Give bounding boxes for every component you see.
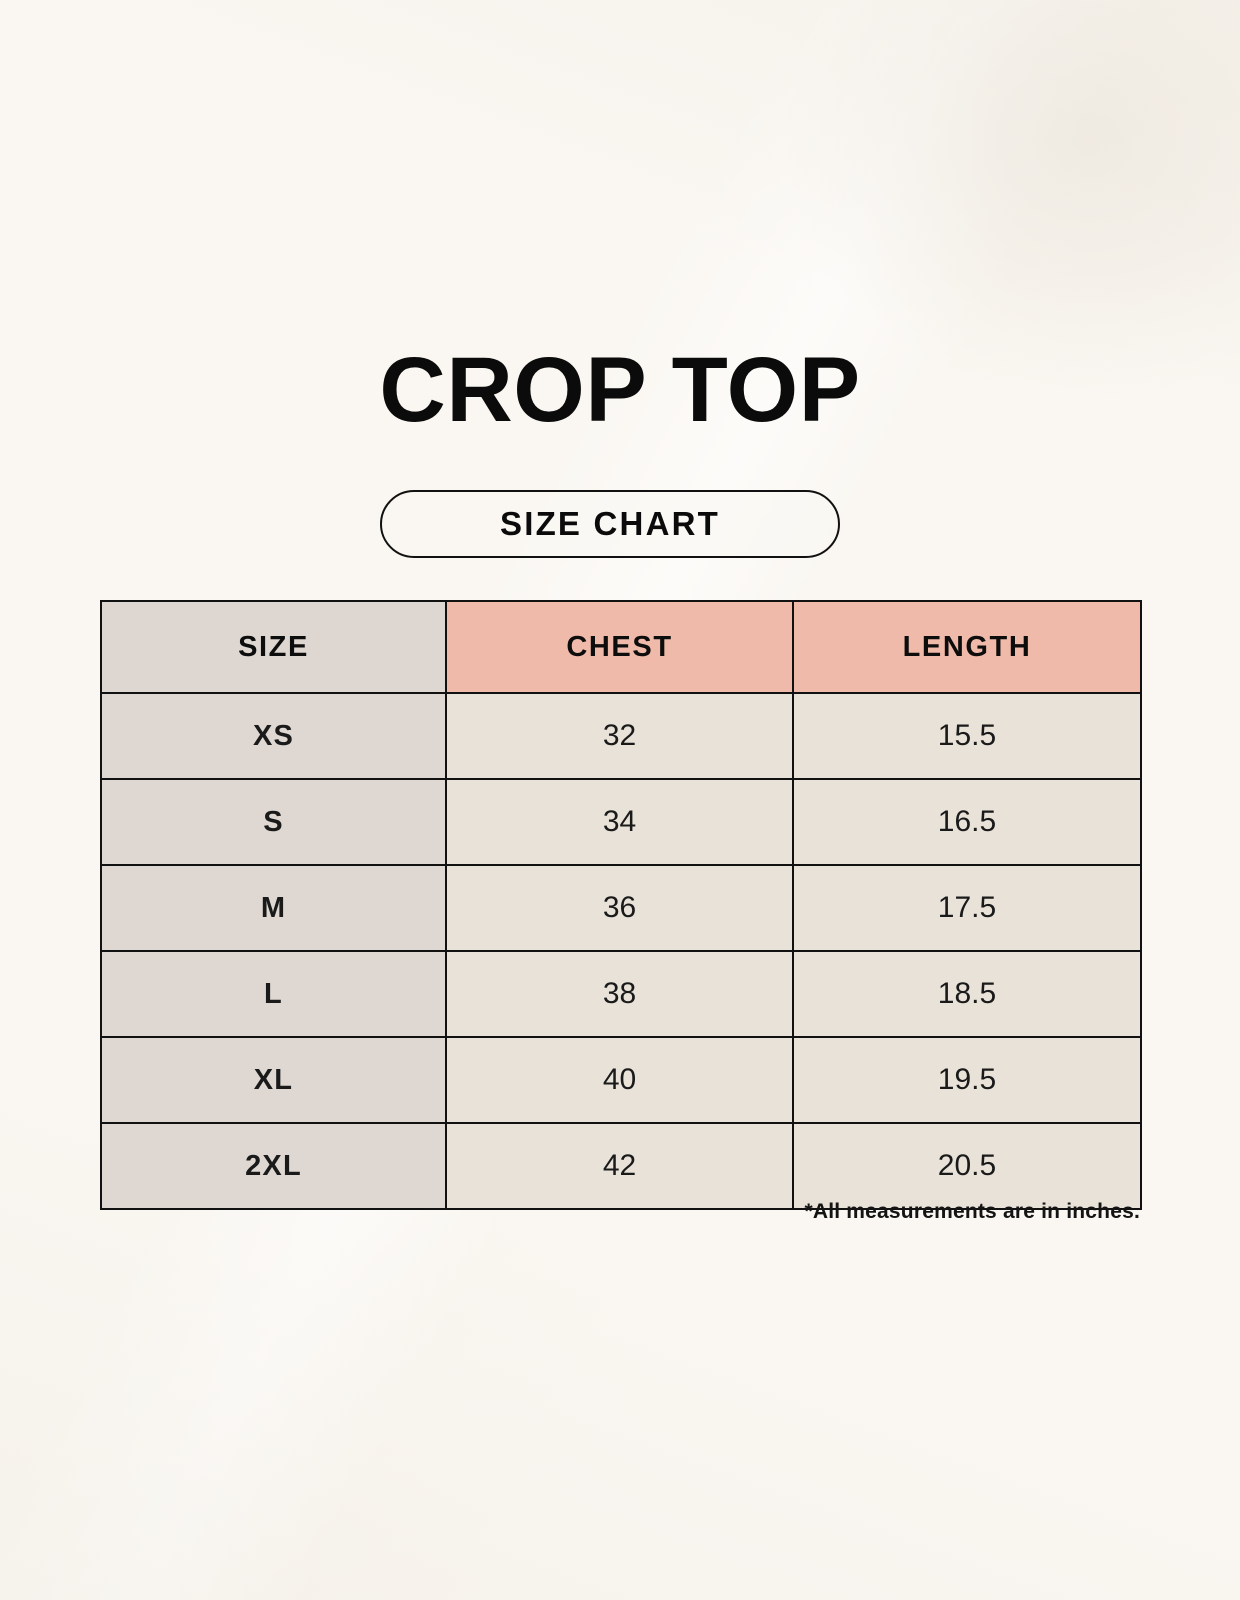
cell-length: 20.5 — [792, 1122, 1142, 1210]
size-chart-table-container: SIZE CHEST LENGTH XS 32 15.5 S 34 16.5 M — [100, 600, 1142, 1210]
table-header-row: SIZE CHEST LENGTH — [100, 600, 1142, 694]
table-header: SIZE CHEST LENGTH — [100, 600, 1142, 694]
cell-size: S — [100, 778, 447, 866]
size-chart-badge-label: SIZE CHART — [500, 505, 720, 542]
cell-length: 19.5 — [792, 1036, 1142, 1124]
cell-length: 16.5 — [792, 778, 1142, 866]
cell-chest: 42 — [445, 1122, 794, 1210]
cell-size: M — [100, 864, 447, 952]
table-row: M 36 17.5 — [100, 864, 1142, 952]
table-row: S 34 16.5 — [100, 778, 1142, 866]
cell-chest: 38 — [445, 950, 794, 1038]
column-header-length: LENGTH — [792, 600, 1142, 694]
cell-size: 2XL — [100, 1122, 447, 1210]
cell-size: XS — [100, 692, 447, 780]
column-header-size: SIZE — [100, 600, 447, 694]
cell-chest: 40 — [445, 1036, 794, 1124]
cell-chest: 32 — [445, 692, 794, 780]
cell-chest: 36 — [445, 864, 794, 952]
cell-length: 18.5 — [792, 950, 1142, 1038]
table-body: XS 32 15.5 S 34 16.5 M 36 17.5 L 38 — [100, 692, 1142, 1210]
table-row: L 38 18.5 — [100, 950, 1142, 1038]
size-chart-table: SIZE CHEST LENGTH XS 32 15.5 S 34 16.5 M — [100, 600, 1142, 1210]
table-row: XL 40 19.5 — [100, 1036, 1142, 1124]
cell-size: L — [100, 950, 447, 1038]
cell-chest: 34 — [445, 778, 794, 866]
cell-length: 17.5 — [792, 864, 1142, 952]
table-row: 2XL 42 20.5 — [100, 1122, 1142, 1210]
size-chart-badge: SIZE CHART — [380, 490, 840, 558]
page-title: CROP TOP — [379, 339, 861, 441]
cell-size: XL — [100, 1036, 447, 1124]
cell-length: 15.5 — [792, 692, 1142, 780]
table-row: XS 32 15.5 — [100, 692, 1142, 780]
column-header-chest: CHEST — [445, 600, 794, 694]
measurement-units-note: *All measurements are in inches. — [804, 1200, 1140, 1223]
